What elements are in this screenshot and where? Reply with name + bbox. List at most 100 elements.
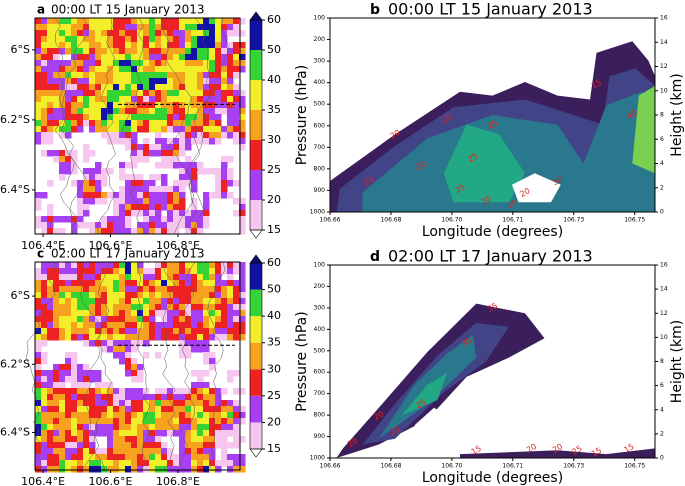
map-cell: [101, 96, 108, 103]
map-cell: [161, 42, 168, 49]
map-cell: [89, 186, 96, 193]
map-cell: [71, 394, 78, 401]
map-cell: [155, 198, 162, 205]
map-cell: [149, 222, 156, 229]
map-cell: [53, 382, 60, 389]
map-cell: [215, 168, 222, 175]
map-cell: [59, 102, 66, 109]
map-cell: [53, 262, 60, 269]
map-cell: [77, 204, 84, 211]
map-cell: [59, 18, 66, 25]
map-cell: [77, 108, 84, 115]
map-cell: [95, 286, 102, 293]
y-tick-label: 200: [314, 283, 326, 290]
map-cell: [173, 36, 180, 43]
x-tick-label: 106.70: [441, 217, 462, 224]
map-cell: [41, 322, 48, 329]
map-cell: [143, 466, 150, 473]
map-cell: [77, 448, 84, 455]
map-cell: [179, 388, 186, 395]
map-cell: [65, 454, 72, 461]
map-cell: [53, 328, 60, 335]
map-cell: [191, 280, 198, 287]
map-cell: [107, 30, 114, 37]
map-cell: [215, 192, 222, 199]
colorbar-label: 20: [267, 415, 281, 428]
map-cell: [173, 54, 180, 61]
map-cell: [89, 340, 96, 347]
map-cell: [41, 418, 48, 425]
map-cell: [161, 174, 168, 181]
map-cell: [155, 436, 162, 443]
map-cell: [221, 72, 228, 79]
contour-label: 25: [414, 398, 427, 411]
map-cell: [233, 60, 240, 67]
map-cell: [167, 424, 174, 431]
map-cell: [167, 156, 174, 163]
map-cell: [113, 298, 120, 305]
map-cell: [41, 36, 48, 43]
map-cell: [143, 48, 150, 55]
map-cell: [77, 454, 84, 461]
map-cell: [155, 36, 162, 43]
map-cell: [161, 24, 168, 31]
map-cell: [35, 280, 42, 287]
map-cell: [179, 222, 186, 229]
map-cell: [227, 108, 234, 115]
map-cell: [149, 436, 156, 443]
map-cell: [149, 274, 156, 281]
map-cell: [179, 304, 186, 311]
map-cell: [53, 84, 60, 91]
map-cell: [191, 108, 198, 115]
map-cell: [41, 436, 48, 443]
map-cell: [167, 322, 174, 329]
map-cell: [65, 460, 72, 467]
map-cell: [83, 198, 90, 205]
map-cell: [179, 66, 186, 73]
map-cell: [155, 400, 162, 407]
map-cell: [71, 150, 78, 157]
map-cell: [35, 96, 42, 103]
map-cell: [161, 322, 168, 329]
y-tick-label: 6.4°S: [0, 425, 30, 438]
map-cell: [179, 114, 186, 121]
map-cell: [197, 102, 204, 109]
map-cell: [173, 268, 180, 275]
map-cell: [185, 216, 192, 223]
y-tick-label: 600: [314, 369, 326, 376]
map-cell: [113, 192, 120, 199]
map-cell: [179, 274, 186, 281]
map-cell: [221, 280, 228, 287]
map-cell: [41, 108, 48, 115]
map-cell: [161, 138, 168, 145]
map-cell: [215, 262, 222, 269]
map-cell: [221, 168, 228, 175]
map-cell: [203, 126, 210, 133]
map-cell: [161, 442, 168, 449]
map-cell: [125, 460, 132, 467]
map-cell: [101, 222, 108, 229]
map-cell: [71, 126, 78, 133]
map-cell: [209, 102, 216, 109]
map-cell: [209, 280, 216, 287]
map-cell: [83, 262, 90, 269]
map-cell: [113, 400, 120, 407]
map-cell: [65, 66, 72, 73]
map-cell: [41, 430, 48, 437]
map-cell: [167, 268, 174, 275]
map-cell: [209, 42, 216, 49]
map-cell: [113, 66, 120, 73]
map-cell: [203, 358, 210, 365]
map-cell: [167, 310, 174, 317]
map-cell: [203, 394, 210, 401]
map-cell: [209, 466, 216, 473]
map-cell: [41, 102, 48, 109]
map-cell: [143, 60, 150, 67]
map-cell: [185, 346, 192, 353]
map-cell: [119, 448, 126, 455]
map-cell: [101, 280, 108, 287]
map-cell: [227, 72, 234, 79]
map-cell: [89, 262, 96, 269]
panel-letter: c: [37, 247, 44, 261]
map-cell: [35, 78, 42, 85]
